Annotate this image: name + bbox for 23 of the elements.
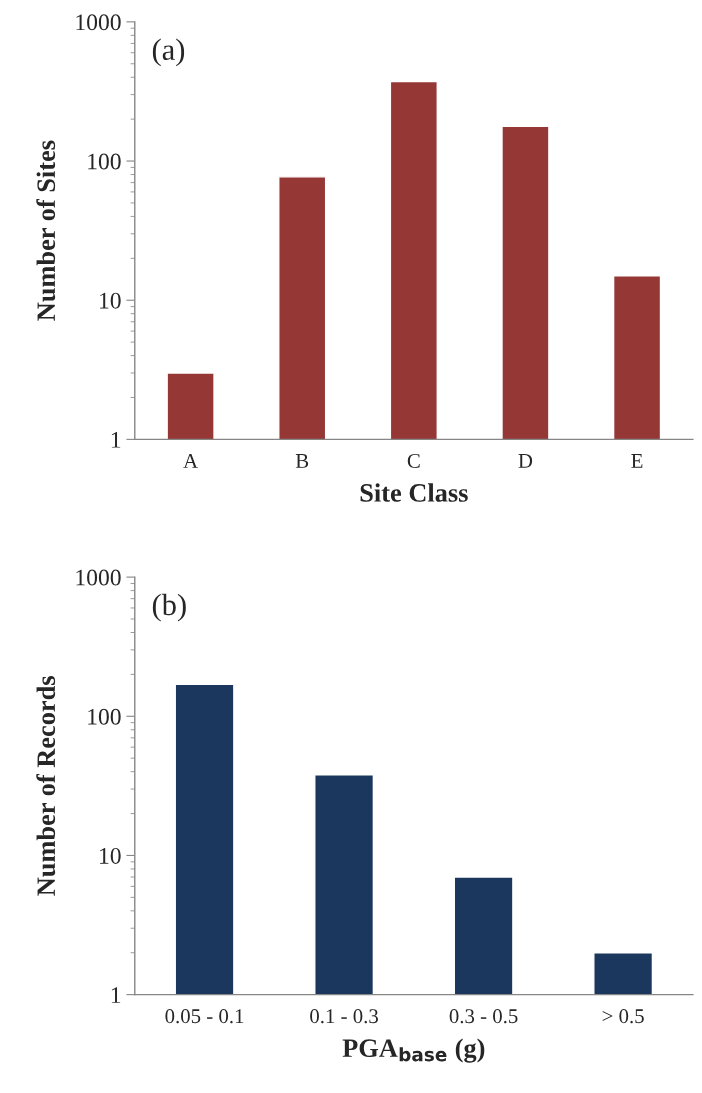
x-tick-label: D [518, 454, 533, 468]
y-tick-label: 100 [88, 153, 121, 170]
y-tick-label: 10 [100, 292, 121, 309]
x-tick-label: E [631, 454, 643, 468]
y-axis-title: Number of Sites [36, 140, 56, 321]
x-tick-label: 0.05 - 0.1 [165, 1009, 244, 1024]
y-tick-label: 100 [88, 708, 121, 725]
y-tick-label: 1 [111, 431, 121, 448]
x-tick-label: B [295, 454, 309, 468]
y-tick-label: 1 [111, 987, 121, 1003]
y-tick-label: 10 [100, 847, 121, 864]
annotation: (b) [152, 593, 186, 622]
y-tick-label: 1000 [76, 14, 121, 31]
x-tick-label: C [407, 453, 420, 468]
x-axis-title: Site Class [360, 483, 468, 502]
y-axis-title: Number of Records [36, 676, 56, 896]
x-tick-label: > 0.5 [602, 1009, 644, 1024]
y-tick-label: 1000 [76, 569, 121, 586]
x-axis-title: PGA$_{base}$ (g) [342, 1038, 485, 1063]
x-tick-label: 0.1 - 0.3 [310, 1009, 378, 1024]
x-tick-label: A [183, 453, 198, 468]
x-tick-label: 0.3 - 0.5 [449, 1009, 518, 1024]
annotation: (a) [152, 38, 185, 67]
